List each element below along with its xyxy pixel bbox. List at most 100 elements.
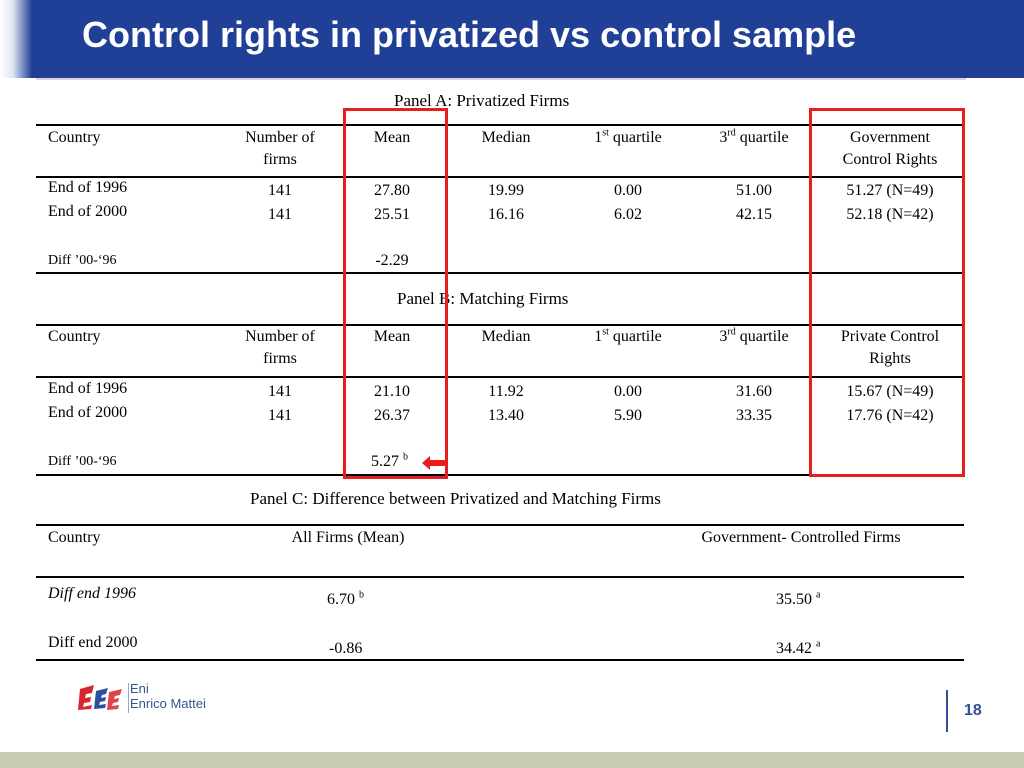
all-firms-value: -0.86 xyxy=(329,640,363,657)
table-cell-q1: 5.90 xyxy=(614,407,642,424)
page-number-divider xyxy=(946,690,948,732)
table-row-label: End of 2000 xyxy=(48,203,128,220)
panel-a-bottom-rule xyxy=(36,272,964,274)
panel-a-header-control-line2: Control Rights xyxy=(842,151,938,168)
table-cell-control: 17.76 (N=42) xyxy=(846,407,934,424)
q3-superscript: rd xyxy=(727,326,736,338)
table-cell-n: 141 xyxy=(268,206,292,223)
panel-b-header-median: Median xyxy=(481,328,531,345)
q3-number: 3 xyxy=(719,129,728,146)
table-cell-median: 11.92 xyxy=(488,383,524,400)
panel-b-header-q1: 1st quartile xyxy=(568,326,688,348)
table-cell-mean: 27.80 xyxy=(374,182,410,199)
panel-a-header-number-line2: firms xyxy=(263,151,297,168)
table-cell-all-firms: -0.86 xyxy=(329,638,362,660)
table-cell-median: 19.99 xyxy=(488,182,524,199)
title-accent xyxy=(0,0,32,78)
panel-b-header-q3: 3rd quartile xyxy=(694,326,814,348)
panel-b-header-country: Country xyxy=(48,328,101,345)
panel-c-bottom-rule xyxy=(36,659,964,661)
panel-a-header-q1: 1st quartile xyxy=(568,127,688,149)
table-cell-q3: 31.60 xyxy=(736,383,772,400)
table-cell-q3: 42.15 xyxy=(736,206,772,223)
panel-a-header-mean: Mean xyxy=(373,129,411,146)
panel-b-header-number: Number of firms xyxy=(230,326,330,370)
panel-a-title: Panel A: Privatized Firms xyxy=(394,91,570,110)
page-number: 18 xyxy=(964,702,982,719)
table-row-label: Diff end 2000 xyxy=(48,634,138,651)
q1-word: quartile xyxy=(608,328,662,345)
q3-number: 3 xyxy=(719,328,728,345)
table-row-label: End of 2000 xyxy=(48,404,128,421)
table-cell-n: 141 xyxy=(268,383,292,400)
table-cell-mean: 25.51 xyxy=(374,206,410,223)
panel-a-header-control: Government Control Rights xyxy=(820,127,960,171)
panel-c-header-gov-firms: Government- Controlled Firms xyxy=(701,529,901,546)
table-cell-mean: 21.10 xyxy=(374,383,410,400)
table-row-label: End of 1996 xyxy=(48,179,128,196)
panel-c-title: Panel C: Difference between Privatized a… xyxy=(250,489,661,508)
table-cell-n: 141 xyxy=(268,407,292,424)
table-cell-q1: 0.00 xyxy=(614,182,642,199)
panel-a-header-country: Country xyxy=(48,129,101,146)
panel-c-header-all-firms: All Firms (Mean) xyxy=(291,529,405,546)
panel-b-title: Panel B: Matching Firms xyxy=(397,289,569,308)
panel-a-header-q3: 3rd quartile xyxy=(694,127,814,149)
panel-b-header-number-line2: firms xyxy=(263,350,297,367)
panel-a-header-rule xyxy=(36,176,964,178)
gov-firms-superscript: a xyxy=(816,638,821,650)
diff-label: Diff ’00-‘96 xyxy=(48,253,117,268)
table-cell-gov-firms: 34.42 a xyxy=(776,638,820,660)
panel-b-header-control: Private Control Rights xyxy=(820,326,960,370)
panel-b-bottom-rule xyxy=(36,474,964,476)
q1-word: quartile xyxy=(608,129,662,146)
table-cell-median: 16.16 xyxy=(488,206,524,223)
panel-a-top-rule xyxy=(36,124,964,126)
panel-b-top-rule xyxy=(36,324,964,326)
panel-a-header-number-line1: Number of xyxy=(245,129,315,146)
logo-line2: Enrico Mattei xyxy=(130,696,206,711)
panel-a-header-median: Median xyxy=(481,129,531,146)
panel-b-header-rule xyxy=(36,376,964,378)
panel-c-top-rule xyxy=(36,524,964,526)
slide-title: Control rights in privatized vs control … xyxy=(82,14,857,55)
title-underline xyxy=(36,78,966,80)
table-cell-gov-firms: 35.50 a xyxy=(776,589,820,611)
panel-a-header-control-line1: Government xyxy=(850,129,930,146)
eem-logo-icon xyxy=(78,685,122,710)
diff-mean: 5.27 b xyxy=(371,451,408,473)
control-highlight-box xyxy=(809,108,965,477)
diff-mean-value: 5.27 xyxy=(371,453,399,470)
table-row-label: Diff end 1996 xyxy=(48,585,136,602)
q3-superscript: rd xyxy=(727,127,736,139)
q1-number: 1 xyxy=(594,328,603,345)
diff-mean: -2.29 xyxy=(375,252,409,269)
table-cell-control: 52.18 (N=42) xyxy=(846,206,934,223)
table-cell-mean: 26.37 xyxy=(374,407,410,424)
table-cell-q1: 6.02 xyxy=(614,206,642,223)
panel-b-header-mean: Mean xyxy=(373,328,411,345)
q3-word: quartile xyxy=(735,328,789,345)
panel-b-header-number-line1: Number of xyxy=(245,328,315,345)
panel-c-header-country: Country xyxy=(48,529,101,546)
table-cell-q3: 51.00 xyxy=(736,182,772,199)
panel-c-header-rule xyxy=(36,576,964,578)
table-cell-control: 51.27 (N=49) xyxy=(846,182,934,199)
table-cell-q3: 33.35 xyxy=(736,407,772,424)
footer-bar xyxy=(0,752,1024,768)
diff-mean-superscript: b xyxy=(403,451,408,463)
gov-firms-value: 35.50 xyxy=(776,591,812,608)
logo-line1: Eni xyxy=(130,681,149,696)
table-cell-control: 15.67 (N=49) xyxy=(846,383,934,400)
table-row-label: End of 1996 xyxy=(48,380,128,397)
q3-word: quartile xyxy=(735,129,789,146)
title-bar: Control rights in privatized vs control … xyxy=(0,0,1024,78)
gov-firms-value: 34.42 xyxy=(776,640,812,657)
table-cell-n: 141 xyxy=(268,182,292,199)
all-firms-value: 6.70 xyxy=(327,591,355,608)
left-arrow-icon xyxy=(422,456,446,470)
q1-number: 1 xyxy=(594,129,603,146)
diff-label: Diff ’00-‘96 xyxy=(48,454,117,469)
all-firms-superscript: b xyxy=(359,589,364,601)
panel-b-header-control-line1: Private Control xyxy=(840,328,940,345)
